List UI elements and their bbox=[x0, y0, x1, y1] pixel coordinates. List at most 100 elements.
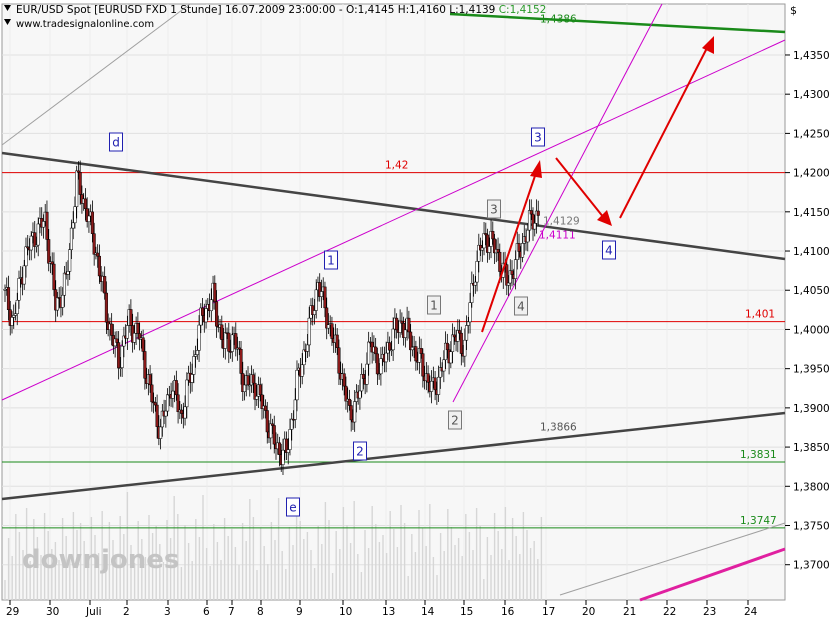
candle-body bbox=[255, 395, 259, 400]
x-tick-label: 6 bbox=[203, 606, 210, 618]
candle-body bbox=[96, 252, 100, 257]
candle-body bbox=[148, 374, 152, 386]
candle-body bbox=[15, 299, 19, 315]
wave-label-box bbox=[448, 410, 462, 430]
candle-body bbox=[228, 351, 233, 353]
volume-bars bbox=[4, 492, 543, 600]
candle-body bbox=[192, 356, 196, 375]
candle-body bbox=[110, 323, 114, 336]
candle-body bbox=[52, 263, 56, 290]
candle-body bbox=[71, 222, 75, 229]
candle-body bbox=[239, 349, 243, 374]
x-tick-label: 16 bbox=[501, 606, 515, 618]
dropdown-icon-2[interactable] bbox=[4, 19, 11, 25]
candle-body bbox=[195, 350, 199, 355]
candle-body bbox=[314, 289, 318, 311]
candle-body bbox=[120, 345, 124, 368]
candle-body bbox=[138, 333, 142, 340]
candle-body bbox=[263, 405, 268, 411]
candle-body bbox=[288, 429, 292, 450]
candle-body bbox=[513, 259, 518, 279]
candle-body bbox=[529, 210, 533, 215]
candle-body bbox=[76, 170, 80, 173]
x-tick-label: 15 bbox=[460, 606, 473, 618]
candle-body bbox=[122, 335, 126, 347]
candle-body bbox=[473, 281, 477, 286]
candle-body bbox=[426, 373, 430, 383]
candle-body bbox=[118, 367, 122, 369]
candle-body bbox=[421, 353, 425, 377]
candle-body bbox=[220, 324, 224, 340]
candle-body bbox=[155, 404, 159, 427]
candle-body bbox=[183, 406, 187, 419]
candles bbox=[3, 160, 540, 475]
currency-symbol: $ bbox=[790, 4, 797, 17]
candle-body bbox=[300, 364, 304, 377]
pink-up-trend bbox=[452, 3, 663, 403]
candle-body bbox=[451, 334, 455, 352]
level-label: 1,4129 bbox=[543, 215, 580, 227]
candle-body bbox=[482, 233, 486, 249]
candle-body bbox=[185, 379, 189, 408]
candle-body bbox=[318, 282, 322, 297]
candle-body bbox=[92, 233, 96, 255]
candle-body bbox=[6, 287, 11, 311]
pink-support-line bbox=[639, 547, 786, 602]
dropdown-icon[interactable] bbox=[4, 5, 11, 11]
candle-body bbox=[445, 342, 449, 351]
candle-body bbox=[311, 305, 315, 315]
x-tick-label: 29 bbox=[6, 606, 19, 618]
candle-body bbox=[22, 265, 26, 285]
candle-body bbox=[242, 384, 247, 392]
x-tick-label: 14 bbox=[421, 606, 435, 618]
candle-body bbox=[344, 385, 348, 402]
candle-body bbox=[458, 330, 462, 334]
candle-body bbox=[159, 426, 163, 439]
candle-body bbox=[209, 299, 213, 312]
candle-body bbox=[286, 449, 290, 453]
candle-body bbox=[400, 320, 404, 324]
candle-body bbox=[227, 332, 231, 352]
candle-body bbox=[384, 352, 388, 363]
candle-body bbox=[141, 337, 145, 352]
candle-body bbox=[506, 282, 511, 286]
candle-body bbox=[290, 418, 294, 430]
level-label: 1,42 bbox=[385, 160, 408, 172]
candle-body bbox=[452, 334, 456, 338]
y-tick-label: 1,4300 bbox=[793, 89, 830, 101]
lower-trendline bbox=[1, 411, 786, 501]
candle-body bbox=[78, 172, 82, 195]
x-tick-label: 7 bbox=[228, 606, 235, 618]
wave-label: 1 bbox=[430, 299, 438, 313]
candle-body bbox=[237, 347, 241, 350]
candle-body bbox=[419, 348, 423, 354]
candle-body bbox=[55, 297, 60, 311]
candle-body bbox=[468, 302, 472, 323]
arrow-up-to-3 bbox=[481, 169, 538, 333]
candle-body bbox=[510, 270, 514, 275]
candle-body bbox=[491, 231, 495, 240]
candle-body bbox=[459, 332, 463, 354]
candle-body bbox=[433, 377, 437, 391]
candle-body bbox=[284, 438, 289, 453]
x-tick-label: 10 bbox=[339, 606, 352, 618]
candle-body bbox=[29, 235, 33, 251]
wave-label-box bbox=[353, 441, 367, 461]
candle-body bbox=[508, 270, 512, 284]
wave-labels: d e 1 2 3 4 1 2 3 4 bbox=[109, 127, 616, 517]
candle-body bbox=[270, 423, 275, 426]
candle-body bbox=[190, 374, 194, 383]
candle-body bbox=[498, 251, 502, 272]
candle-body bbox=[176, 394, 180, 413]
candle-body bbox=[246, 375, 250, 386]
x-tick-label: 2 bbox=[123, 606, 130, 618]
candle-body bbox=[68, 249, 72, 272]
candle-body bbox=[312, 310, 317, 315]
gray-channel-top bbox=[1, 3, 191, 146]
candle-body bbox=[463, 339, 467, 357]
candle-body bbox=[323, 286, 327, 309]
candle-body bbox=[251, 374, 255, 384]
candle-body bbox=[50, 261, 54, 265]
level-label: 1,3866 bbox=[540, 422, 577, 434]
candle-body bbox=[269, 423, 273, 439]
